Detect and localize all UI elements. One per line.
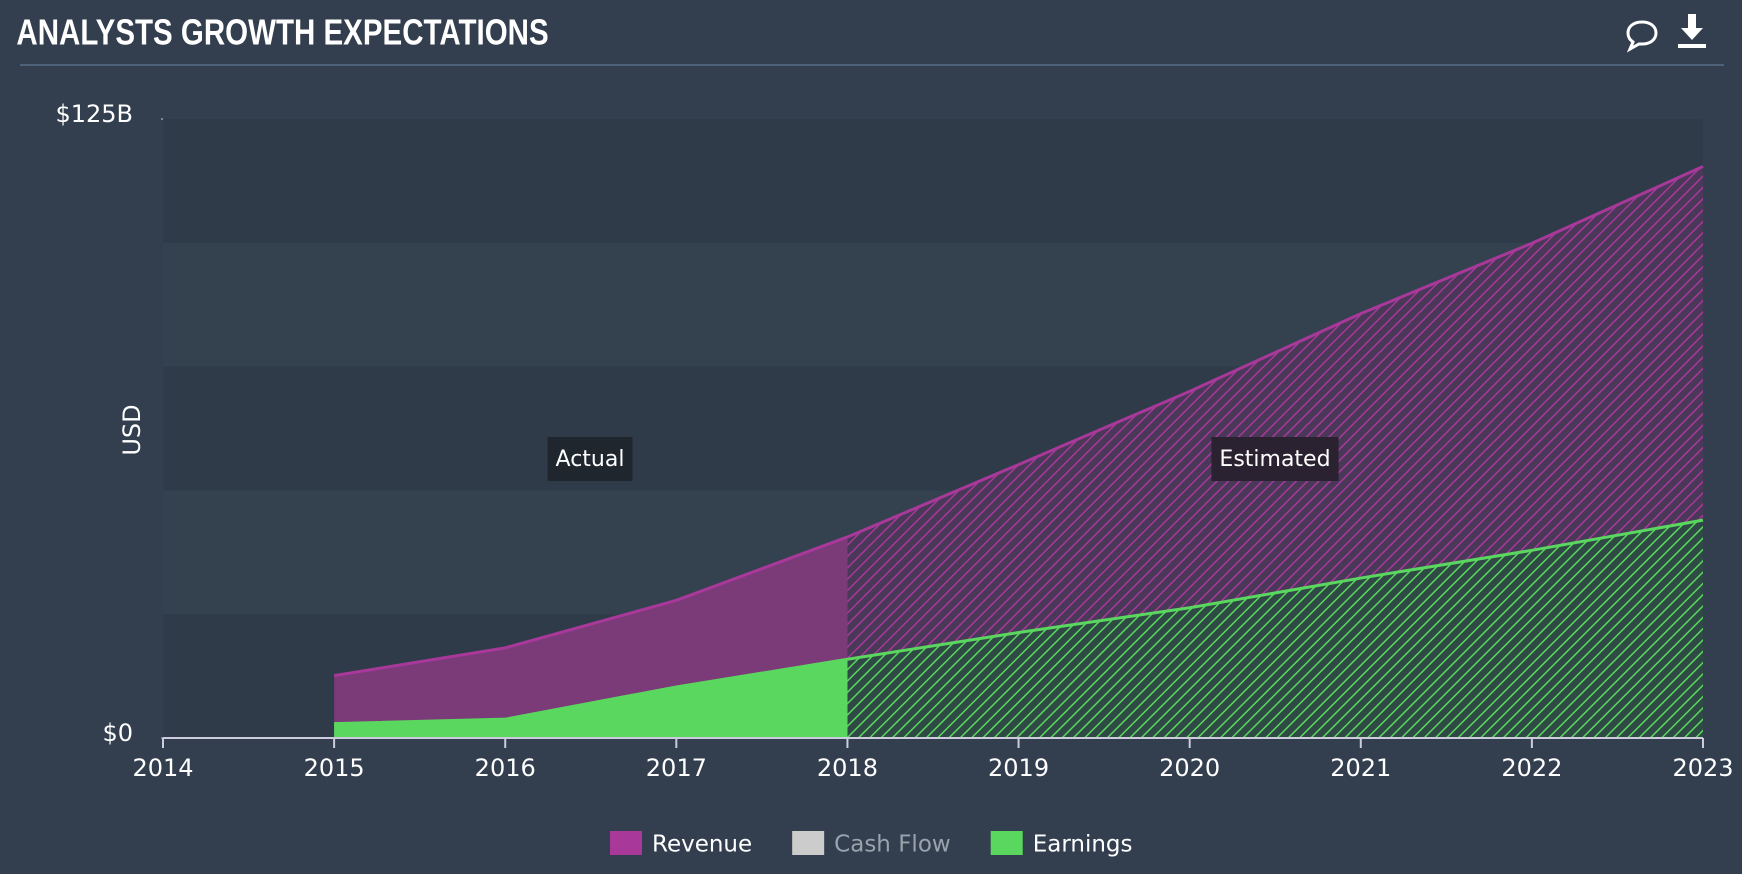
legend-label: Earnings bbox=[1033, 832, 1133, 858]
legend-swatch bbox=[792, 831, 825, 855]
plot-band bbox=[163, 119, 1703, 243]
area-line bbox=[333, 165, 1704, 678]
y-tick-label: $125B bbox=[55, 100, 133, 128]
legend-label: Cash Flow bbox=[834, 832, 951, 858]
y-axis-label: USD bbox=[118, 404, 146, 455]
x-tick-label: 2018 bbox=[817, 754, 878, 782]
comment-icon[interactable] bbox=[1626, 20, 1658, 53]
annotation-label: Estimated bbox=[1219, 447, 1330, 472]
x-tick-label: 2015 bbox=[304, 754, 365, 782]
legend-swatch bbox=[990, 831, 1023, 855]
annotation-box bbox=[1211, 437, 1339, 481]
x-tick-label: 2022 bbox=[1501, 754, 1562, 782]
legend-label: Revenue bbox=[652, 832, 752, 858]
chart-title: ANALYSTS GROWTH EXPECTATIONS bbox=[16, 12, 548, 52]
x-tick-label: 2021 bbox=[1330, 754, 1391, 782]
x-tick-label: 2014 bbox=[132, 754, 193, 782]
x-tick-label: 2019 bbox=[988, 754, 1049, 782]
x-tick-label: 2023 bbox=[1672, 754, 1733, 782]
x-tick-label: 2017 bbox=[646, 754, 707, 782]
x-tick-label: 2020 bbox=[1159, 754, 1220, 782]
annotation: Actual bbox=[547, 437, 633, 481]
area-line bbox=[334, 518, 1704, 726]
area-estimated bbox=[847, 520, 1703, 738]
area-actual bbox=[334, 659, 848, 738]
download-icon[interactable] bbox=[1678, 14, 1706, 48]
y-tick-label: $0 bbox=[102, 719, 133, 747]
annotation: Estimated bbox=[1211, 437, 1339, 481]
annotation-label: Actual bbox=[556, 447, 625, 472]
annotation-box bbox=[547, 437, 633, 481]
x-tick-label: 2016 bbox=[475, 754, 536, 782]
legend-swatch bbox=[610, 831, 642, 855]
